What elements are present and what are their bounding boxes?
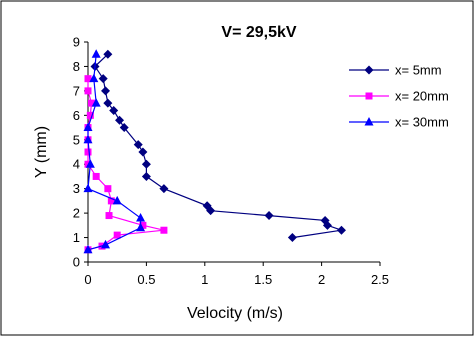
data-point: [113, 231, 121, 239]
data-point: [136, 213, 146, 222]
legend-marker: [365, 92, 373, 100]
data-point: [320, 215, 330, 225]
y-tick-label: 0: [73, 255, 80, 270]
data-point: [141, 159, 151, 169]
data-point: [202, 201, 212, 211]
data-point: [91, 49, 101, 58]
x-tick-label: 0: [84, 272, 91, 287]
y-tick-label: 6: [73, 108, 80, 123]
data-point: [86, 111, 94, 119]
data-point: [91, 98, 101, 107]
y-tick-label: 4: [73, 157, 80, 172]
legend-label: x= 5mm: [395, 63, 442, 78]
y-tick-label: 1: [73, 230, 80, 245]
data-point: [84, 87, 92, 95]
data-point: [159, 184, 169, 194]
data-point: [133, 140, 143, 150]
data-point: [138, 147, 148, 157]
data-point: [105, 212, 113, 220]
data-point: [139, 221, 147, 229]
legend-label: x= 20mm: [395, 89, 449, 104]
data-point: [264, 211, 274, 221]
data-point: [101, 239, 111, 249]
legend-marker: [364, 65, 374, 75]
data-point: [83, 134, 93, 144]
data-point: [104, 185, 112, 193]
data-point: [83, 183, 93, 193]
plot-area: 0 1 2 3 4 5 6 7 8 9 0 0.5 1 1.5 2 2.5: [73, 35, 389, 288]
data-point: [112, 195, 122, 205]
y-tick-label: 2: [73, 206, 80, 221]
data-point: [136, 222, 146, 232]
data-point: [119, 123, 129, 133]
legend-entry: x= 20mm: [349, 89, 449, 104]
x-axis-label: Velocity (m/s): [187, 305, 283, 322]
data-point: [84, 75, 92, 83]
legend-entry: x= 5mm: [349, 63, 442, 78]
data-point: [101, 86, 111, 96]
x-tick-label: 2.5: [371, 272, 389, 287]
data-point: [287, 233, 297, 243]
y-axis-label: Y (mm): [33, 126, 50, 178]
x-tick-label: 1: [201, 272, 208, 287]
data-point: [92, 172, 100, 180]
legend-entry: x= 30mm: [349, 115, 449, 130]
data-point: [115, 115, 125, 125]
data-point: [109, 105, 119, 115]
data-point: [103, 49, 113, 59]
x-tick-label: 0.5: [137, 272, 155, 287]
series-3: [83, 49, 146, 254]
chart-title: V= 29,5kV: [221, 24, 297, 41]
x-tick-label: 1.5: [254, 272, 272, 287]
legend-label: x= 30mm: [395, 115, 449, 130]
data-point: [85, 159, 95, 168]
data-point: [336, 225, 346, 235]
data-point: [160, 226, 168, 234]
data-point: [103, 98, 113, 108]
data-point: [84, 148, 92, 156]
x-tick-label: 2: [318, 272, 325, 287]
y-tick-label: 8: [73, 59, 80, 74]
data-point: [89, 73, 99, 83]
data-point: [98, 74, 108, 84]
y-tick-label: 9: [73, 35, 80, 50]
legend: x= 5mm x= 20mm x= 30mm: [349, 63, 449, 130]
y-tick-label: 7: [73, 83, 80, 98]
legend-marker: [364, 117, 374, 126]
data-point: [83, 122, 93, 132]
series-1: [90, 49, 346, 243]
y-tick-label: 3: [73, 181, 80, 196]
y-tick-label: 5: [73, 132, 80, 147]
data-point: [107, 197, 115, 205]
data-point: [141, 171, 151, 181]
data-point: [88, 99, 96, 107]
data-point: [83, 244, 93, 254]
